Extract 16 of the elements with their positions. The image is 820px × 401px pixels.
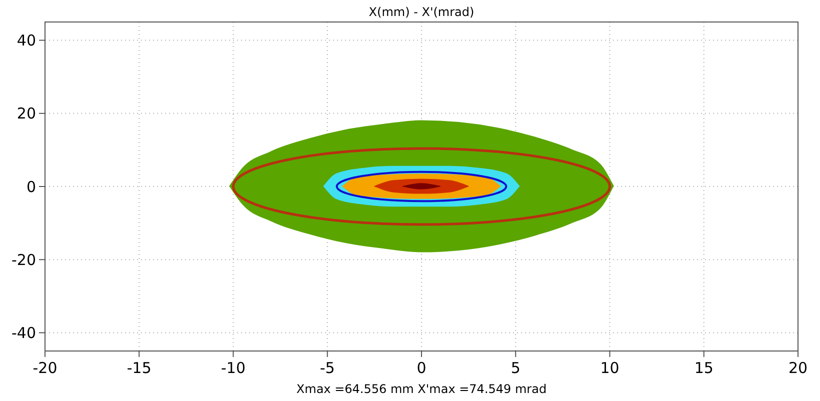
x-tick-label: -10 — [221, 359, 246, 377]
x-tick-label: 15 — [694, 359, 714, 377]
x-tick-label: -5 — [320, 359, 335, 377]
y-tick-label: 40 — [16, 32, 36, 50]
y-tick-label: -40 — [12, 324, 36, 342]
x-tick-label: 20 — [788, 359, 808, 377]
x-tick-label: -15 — [126, 359, 152, 377]
x-tick-label: 5 — [510, 359, 520, 377]
chart-title: X(mm) - X'(mrad) — [368, 5, 474, 19]
y-tick-label: 0 — [26, 178, 36, 196]
x-tick-label: 10 — [600, 359, 620, 377]
x-tick-label: 0 — [416, 359, 426, 377]
y-tick-label: -20 — [12, 250, 36, 269]
x-tick-label: -20 — [32, 359, 58, 377]
y-tick-label: 20 — [16, 104, 36, 123]
text: Xmax =64.556 mm X'max =74.549 mrad — [296, 382, 547, 396]
